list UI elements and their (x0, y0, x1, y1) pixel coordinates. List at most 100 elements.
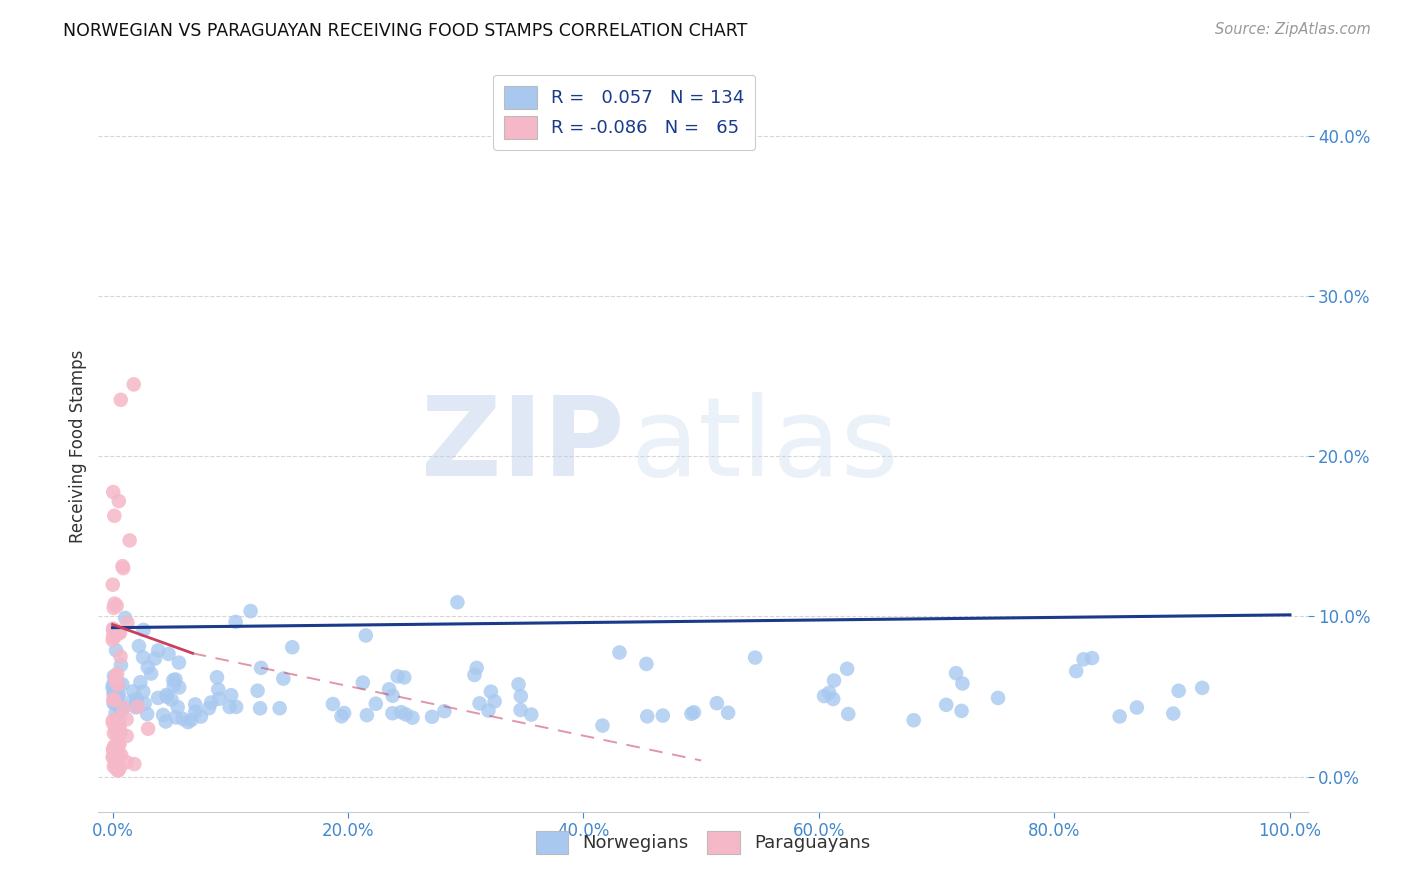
Point (246, 683, 269, 698)
Text: atlas: atlas (630, 392, 898, 500)
Point (122, 684, 145, 698)
Point (484, 694, 506, 708)
Point (156, 690, 179, 704)
Point (239, 604, 262, 618)
Point (205, 670, 228, 684)
Point (104, 597, 127, 611)
Point (837, 706, 859, 721)
Point (165, 673, 187, 687)
Point (1081, 651, 1104, 665)
Text: Source: ZipAtlas.com: Source: ZipAtlas.com (1215, 22, 1371, 37)
Point (509, 703, 531, 717)
Point (103, 669, 125, 683)
Point (112, 701, 135, 715)
Point (115, 729, 138, 743)
Point (835, 662, 858, 676)
Text: NORWEGIAN VS PARAGUAYAN RECEIVING FOOD STAMPS CORRELATION CHART: NORWEGIAN VS PARAGUAYAN RECEIVING FOOD S… (63, 22, 748, 40)
Point (463, 668, 485, 682)
Point (387, 669, 409, 683)
Point (107, 696, 129, 710)
Point (110, 702, 132, 716)
Point (108, 688, 131, 702)
Point (167, 656, 190, 670)
Point (198, 701, 221, 715)
Point (103, 726, 125, 740)
Point (225, 615, 247, 629)
Point (1108, 709, 1130, 723)
Point (166, 700, 188, 714)
Point (103, 622, 125, 636)
Point (107, 677, 129, 691)
Point (107, 745, 129, 759)
Point (184, 698, 207, 712)
Point (356, 708, 378, 723)
Legend: Norwegians, Paraguayans: Norwegians, Paraguayans (529, 823, 877, 861)
Point (103, 508, 125, 523)
Point (103, 747, 125, 761)
Point (125, 692, 148, 706)
Point (107, 690, 129, 705)
Point (160, 692, 183, 706)
Point (818, 686, 841, 700)
Point (1161, 706, 1184, 721)
Point (107, 763, 129, 777)
Point (103, 485, 125, 500)
Point (110, 392, 132, 407)
Point (813, 689, 835, 703)
Point (101, 577, 124, 591)
Point (681, 706, 703, 721)
Point (105, 687, 128, 701)
Point (683, 706, 706, 720)
Point (103, 748, 125, 763)
Point (155, 714, 177, 729)
Point (208, 691, 231, 706)
Point (184, 705, 207, 719)
Point (177, 715, 200, 730)
Point (101, 678, 124, 692)
Point (107, 723, 129, 737)
Point (115, 755, 138, 769)
Point (101, 715, 124, 730)
Point (1191, 681, 1213, 695)
Point (249, 701, 271, 715)
Point (105, 746, 128, 760)
Point (945, 666, 967, 681)
Point (105, 727, 128, 741)
Point (190, 709, 212, 723)
Point (477, 704, 499, 718)
Point (129, 675, 152, 690)
Text: ZIP: ZIP (420, 392, 624, 500)
Point (110, 726, 132, 740)
Point (219, 688, 242, 702)
Point (364, 697, 387, 711)
Point (111, 559, 134, 574)
Point (104, 756, 127, 771)
Point (148, 643, 170, 657)
Point (200, 695, 222, 709)
Point (950, 704, 973, 718)
Point (165, 710, 187, 724)
Point (105, 643, 128, 657)
Point (394, 670, 416, 684)
Point (333, 706, 356, 720)
Point (101, 742, 124, 756)
Point (114, 611, 136, 625)
Point (103, 692, 125, 706)
Point (118, 533, 141, 548)
Point (651, 708, 673, 723)
Point (520, 707, 543, 722)
Point (744, 650, 766, 665)
Point (717, 706, 740, 720)
Y-axis label: Receiving Food Stamps: Receiving Food Stamps (69, 350, 87, 542)
Point (101, 630, 124, 644)
Point (107, 764, 129, 778)
Point (107, 494, 129, 508)
Point (132, 623, 155, 637)
Point (395, 707, 418, 722)
Point (104, 697, 127, 711)
Point (103, 759, 125, 773)
Point (706, 696, 728, 710)
Point (103, 687, 125, 701)
Point (281, 640, 304, 655)
Point (127, 699, 149, 714)
